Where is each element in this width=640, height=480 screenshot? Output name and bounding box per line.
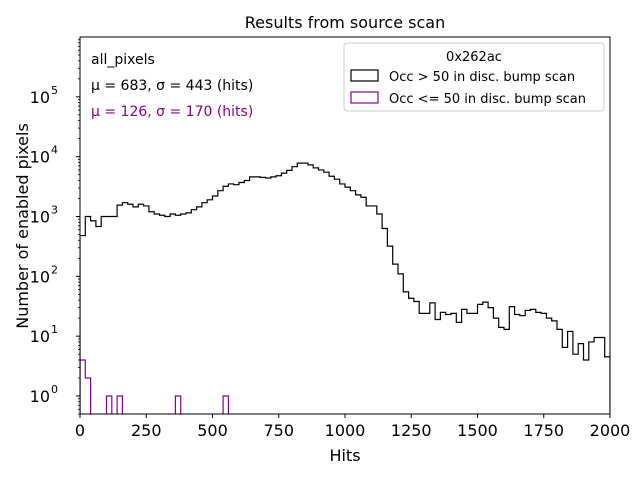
x-tick-label: 2000 (590, 421, 631, 440)
region-label: all_pixels (91, 52, 155, 68)
legend-label-series-1: Occ > 50 in disc. bump scan (389, 70, 575, 85)
series-1-step-line (80, 162, 610, 414)
y-tick-exponent: 2 (51, 263, 58, 276)
x-ticks: 0 250 500 750 1000 1250 1500 1750 2000 (75, 414, 630, 440)
y-tick-label: 10 (30, 88, 50, 107)
y-tick-label: 10 (30, 207, 50, 226)
stats-series-2: μ = 126, σ = 170 (hits) (91, 104, 253, 120)
y-tick-exponent: 1 (51, 323, 58, 336)
y-tick-exponent: 5 (51, 84, 58, 97)
y-tick-label: 10 (30, 267, 50, 286)
x-tick-label: 1500 (457, 421, 498, 440)
x-tick-label: 750 (263, 421, 294, 440)
y-tick-label: 10 (30, 148, 50, 167)
series-layer (80, 162, 610, 414)
legend-title: 0x262ac (446, 50, 502, 65)
y-tick-label: 10 (30, 327, 50, 346)
legend-swatch-series-2 (350, 91, 379, 104)
legend-swatch-series-1 (350, 69, 379, 82)
x-axis-label: Hits (329, 446, 360, 465)
x-tick-label: 500 (197, 421, 228, 440)
y-axis-label: Number of enabled pixels (13, 123, 32, 329)
x-tick-label: 1000 (325, 421, 366, 440)
legend-label-series-2: Occ <= 50 in disc. bump scan (389, 92, 586, 107)
x-tick-label: 1750 (523, 421, 564, 440)
y-tick-exponent: 0 (51, 383, 58, 396)
legend: 0x262ac Occ > 50 in disc. bump scan Occ … (343, 42, 605, 112)
x-tick-label: 250 (131, 421, 162, 440)
y-tick-exponent: 3 (51, 203, 58, 216)
legend-box (343, 42, 605, 112)
y-tick-exponent: 4 (51, 144, 58, 157)
stats-series-1: μ = 683, σ = 443 (hits) (91, 78, 253, 94)
x-tick-label: 0 (75, 421, 85, 440)
x-tick-label: 1250 (391, 421, 432, 440)
chart-title: Results from source scan (245, 13, 445, 32)
y-tick-label: 10 (30, 387, 50, 406)
